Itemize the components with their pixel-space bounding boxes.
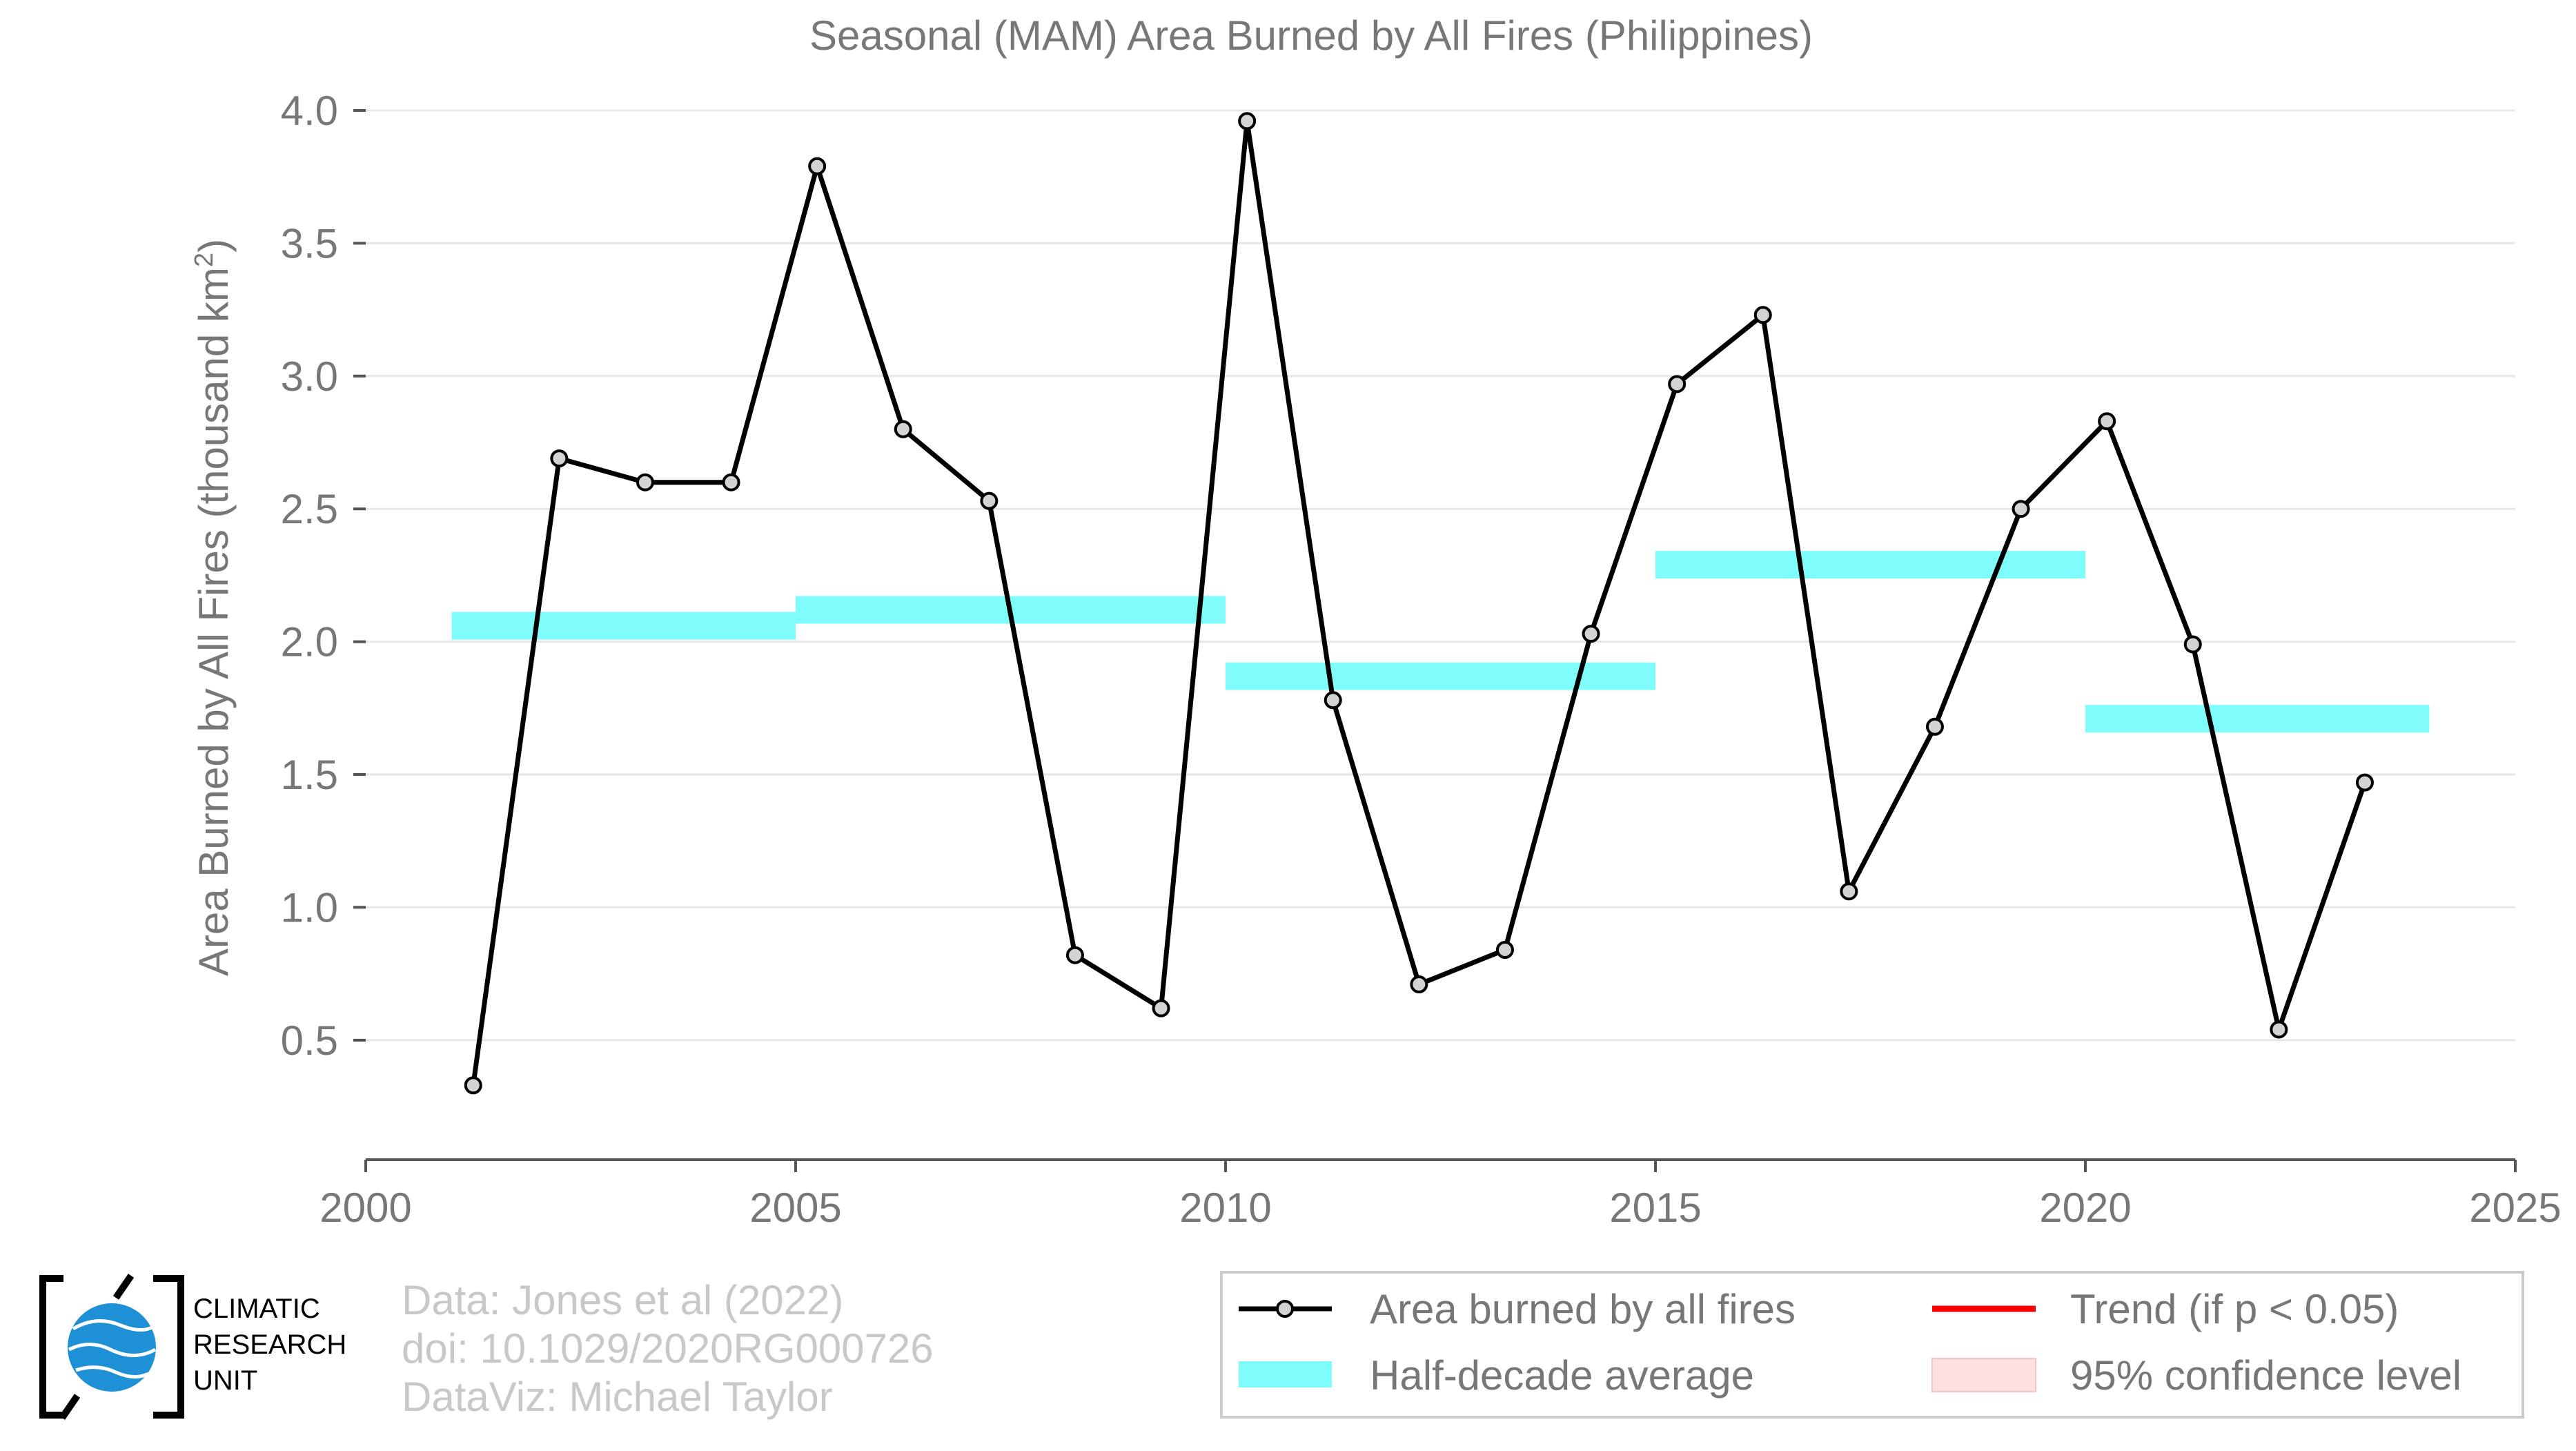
logo-slash-bottom xyxy=(59,1394,81,1420)
cru-line-2: RESEARCH xyxy=(193,1330,347,1360)
y-tick-label: 4.0 xyxy=(281,88,338,134)
data-point xyxy=(894,420,912,438)
data-point xyxy=(2012,500,2030,518)
legend-label-area: Area burned by all fires xyxy=(1370,1286,1796,1332)
data-point xyxy=(1582,625,1600,643)
cru-line-3: UNIT xyxy=(193,1365,258,1396)
cru-logo-text: CLIMATIC RESEARCH UNIT xyxy=(193,1291,346,1399)
logo-bracket-left xyxy=(39,1275,63,1419)
data-point xyxy=(2098,412,2116,431)
x-tick-label: 2005 xyxy=(749,1185,841,1231)
data-point xyxy=(1324,691,1342,710)
x-tick-label: 2020 xyxy=(2039,1185,2131,1231)
grid-lines xyxy=(366,109,2515,1042)
legend-box xyxy=(1220,1271,2524,1419)
y-tick-label: 0.5 xyxy=(281,1017,338,1064)
legend-swatch-half-decade xyxy=(1239,1361,1332,1387)
chart-title: Seasonal (MAM) Area Burned by All Fires … xyxy=(809,12,1813,59)
data-point xyxy=(1065,946,1084,964)
half-decade-bands xyxy=(451,551,2430,733)
legend-label-confidence: 95% confidence level xyxy=(2070,1352,2461,1399)
data-point xyxy=(1840,882,1858,901)
legend-label-half-decade: Half-decade average xyxy=(1370,1352,1754,1399)
globe-contour-3 xyxy=(75,1365,150,1379)
data-point xyxy=(2183,635,2202,654)
cru-line-1: CLIMATIC xyxy=(193,1294,320,1324)
x-tick-label: 2025 xyxy=(2469,1185,2561,1231)
y-tick-label: 1.0 xyxy=(281,884,338,931)
data-point xyxy=(722,473,740,491)
data-point xyxy=(464,1076,482,1095)
data-point xyxy=(1238,112,1257,130)
data-point xyxy=(808,157,827,175)
x-tick-label: 2000 xyxy=(319,1185,411,1231)
legend-swatch-confidence xyxy=(1931,1358,2036,1392)
y-axis-label-main: Area Burned by All Fires (thousand km xyxy=(190,267,237,976)
series-area-burned xyxy=(464,112,2374,1095)
y-tick-label: 2.0 xyxy=(281,619,338,665)
credit-dataviz: DataViz: Michael Taylor xyxy=(402,1374,833,1420)
data-point xyxy=(636,473,654,491)
data-point xyxy=(1152,999,1170,1017)
data-point xyxy=(2355,773,2374,792)
data-point xyxy=(980,491,999,510)
y-axis-label: Area Burned by All Fires (thousand km2) xyxy=(190,239,237,976)
logo-bracket-right xyxy=(153,1275,184,1419)
legend-label-trend: Trend (if p < 0.05) xyxy=(2070,1286,2399,1332)
logo-slash-top xyxy=(112,1274,135,1300)
y-tick-label: 2.5 xyxy=(281,486,338,532)
x-tick-label: 2015 xyxy=(1609,1185,1701,1231)
half-decade-bar xyxy=(451,612,796,640)
globe-contour-1 xyxy=(72,1319,155,1332)
y-tick-label: 3.5 xyxy=(281,220,338,266)
data-point xyxy=(2270,1020,2288,1039)
credit-data: Data: Jones et al (2022) xyxy=(402,1277,844,1323)
y-tick-label: 3.0 xyxy=(281,353,338,400)
y-tick-label: 1.5 xyxy=(281,752,338,798)
half-decade-bar xyxy=(1655,551,2085,579)
globe-icon xyxy=(68,1303,156,1392)
data-point xyxy=(1753,306,1772,324)
data-point xyxy=(1925,717,1944,736)
data-point xyxy=(1495,941,1514,959)
y-axis-label-end: ) xyxy=(190,239,237,253)
x-axis: 2000 2005 2010 2015 2020 2025 xyxy=(319,1158,2562,1231)
legend: Area burned by all fires Half-decade ave… xyxy=(1220,1271,2524,1419)
data-point xyxy=(1410,975,1428,994)
y-axis-label-superscript: 2 xyxy=(190,253,219,267)
data-point xyxy=(1668,375,1687,393)
cru-logo xyxy=(39,1274,184,1420)
credit-doi: doi: 10.1029/2020RG000726 xyxy=(402,1325,934,1372)
half-decade-bar xyxy=(1226,662,1655,690)
x-tick-label: 2010 xyxy=(1179,1185,1271,1231)
legend-swatch-area-marker xyxy=(1276,1300,1294,1318)
data-point xyxy=(550,449,569,468)
series-line xyxy=(471,118,2368,1086)
y-tick-labels: 0.5 1.0 1.5 2.0 2.5 3.0 3.5 4.0 xyxy=(281,88,366,1064)
half-decade-bar xyxy=(2085,705,2430,733)
globe-contour-2 xyxy=(68,1343,157,1357)
